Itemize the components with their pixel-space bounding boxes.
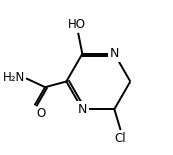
Text: O: O bbox=[36, 106, 45, 120]
Text: HO: HO bbox=[68, 18, 86, 31]
Text: N: N bbox=[110, 47, 119, 60]
Text: N: N bbox=[78, 103, 87, 116]
Text: H₂N: H₂N bbox=[3, 71, 25, 84]
Text: Cl: Cl bbox=[115, 132, 126, 145]
